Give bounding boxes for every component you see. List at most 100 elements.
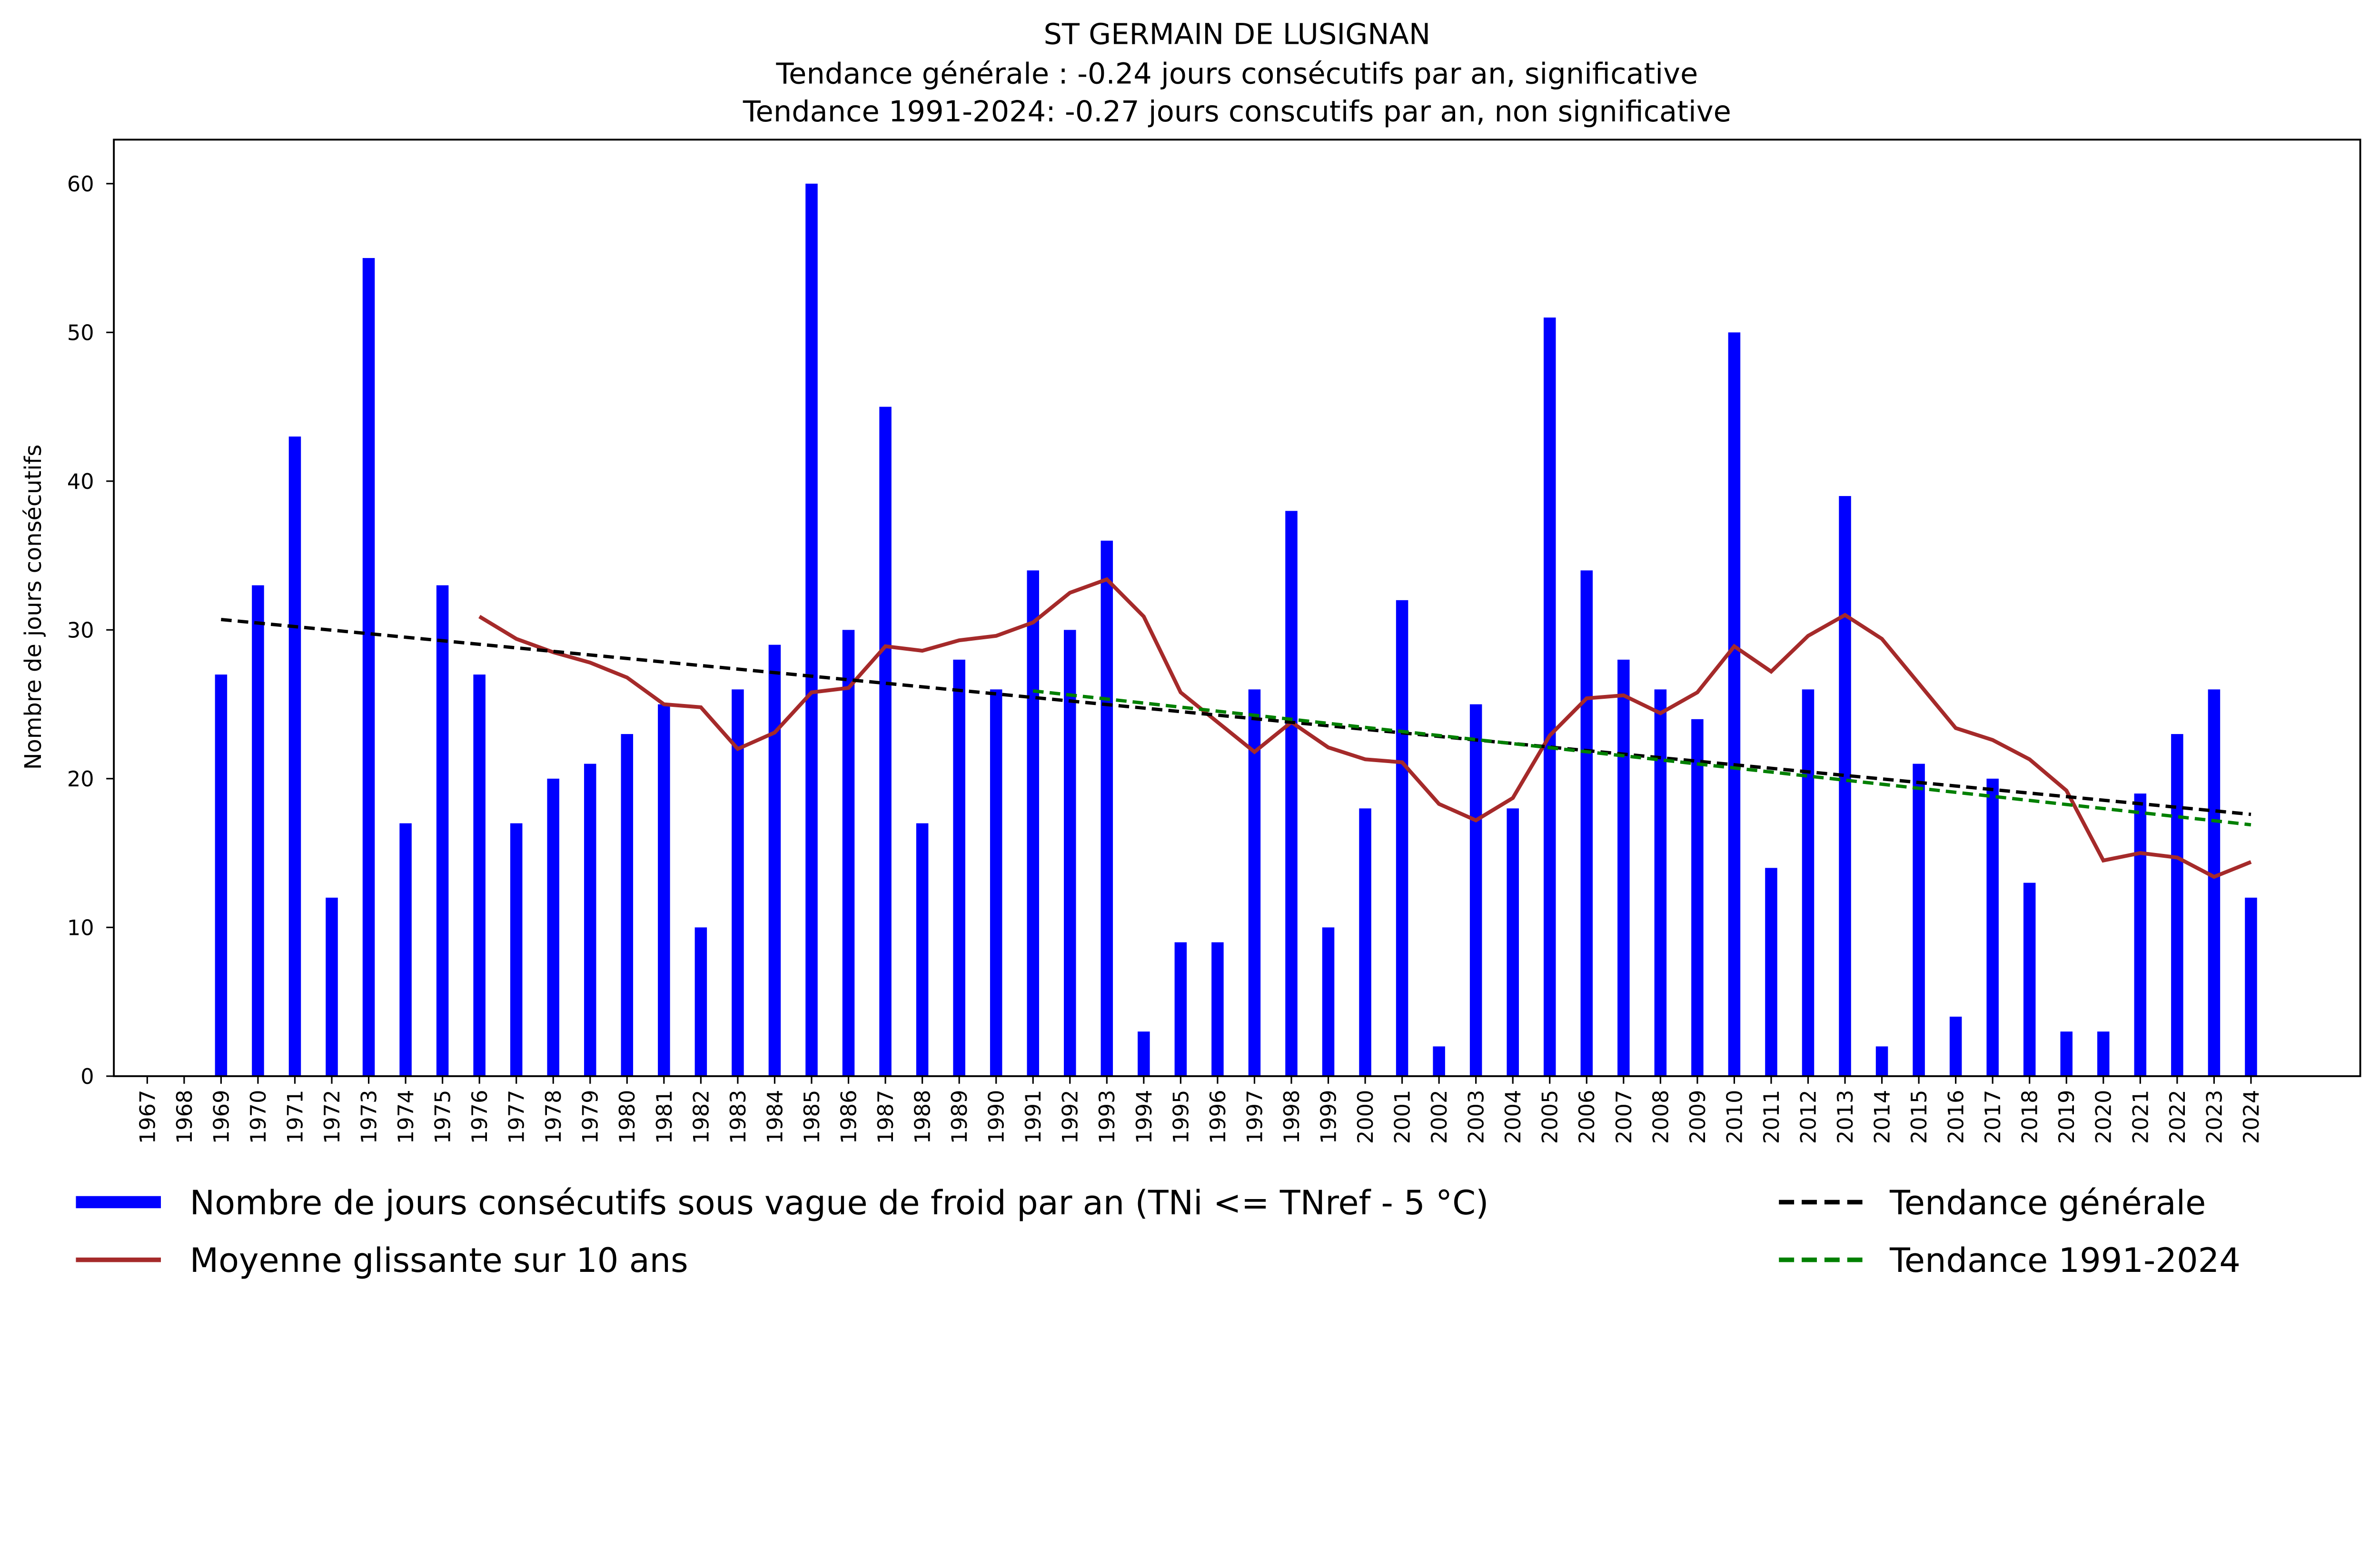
x-tick-label-1975: 1975 bbox=[431, 1090, 456, 1144]
y-axis: 0 10 20 30 40 50 60 bbox=[67, 172, 114, 1089]
plot-frame bbox=[113, 139, 2361, 1077]
bar-2007 bbox=[1617, 659, 1630, 1076]
x-tick-label-1967: 1967 bbox=[135, 1090, 160, 1144]
bar-1981 bbox=[658, 704, 670, 1076]
y-tick-label-20: 20 bbox=[67, 767, 94, 792]
x-tick-label-1999: 1999 bbox=[1316, 1090, 1341, 1144]
x-tick-label-1983: 1983 bbox=[726, 1090, 751, 1144]
x-tick-label-2011: 2011 bbox=[1759, 1090, 1784, 1144]
bar-2006 bbox=[1580, 570, 1593, 1076]
x-tick-label-2007: 2007 bbox=[1612, 1090, 1636, 1144]
x-tick-label-1968: 1968 bbox=[172, 1090, 197, 1144]
x-tick-label-1998: 1998 bbox=[1279, 1090, 1304, 1144]
x-tick-label-1977: 1977 bbox=[505, 1090, 529, 1144]
legend-label-trend-1991: Tendance 1991-2024 bbox=[1889, 1241, 2241, 1280]
chart: ST GERMAIN DE LUSIGNAN Tendance générale… bbox=[0, 0, 2380, 1318]
bar-1999 bbox=[1322, 927, 1335, 1076]
bar-1979 bbox=[584, 764, 596, 1076]
bar-2019 bbox=[2060, 1031, 2073, 1076]
y-tick-label-10: 10 bbox=[67, 915, 94, 940]
bar-2011 bbox=[1765, 868, 1777, 1076]
bar-1998 bbox=[1285, 511, 1298, 1076]
y-tick-label-40: 40 bbox=[67, 469, 94, 494]
y-tick-label-50: 50 bbox=[67, 320, 94, 345]
bar-1980 bbox=[621, 734, 634, 1076]
x-tick-label-2014: 2014 bbox=[1870, 1090, 1895, 1144]
bar-2004 bbox=[1507, 808, 1519, 1076]
x-tick-label-1974: 1974 bbox=[394, 1090, 418, 1144]
bar-1982 bbox=[694, 927, 707, 1076]
bar-1990 bbox=[990, 689, 1002, 1076]
chart-subtitle-2: Tendance 1991-2024: -0.27 jours conscuti… bbox=[743, 95, 1731, 129]
bar-2003 bbox=[1469, 704, 1482, 1076]
background bbox=[0, 0, 2380, 1318]
bar-1989 bbox=[953, 659, 965, 1076]
bar-1991 bbox=[1027, 570, 1039, 1076]
bar-2024 bbox=[2245, 897, 2257, 1076]
x-tick-label-2006: 2006 bbox=[1575, 1090, 1599, 1144]
lines bbox=[221, 577, 2252, 879]
bar-2005 bbox=[1543, 317, 1556, 1076]
bar-1972 bbox=[326, 897, 338, 1076]
bar-1996 bbox=[1211, 942, 1224, 1076]
x-tick-label-1997: 1997 bbox=[1242, 1090, 1267, 1144]
legend-label-bars: Nombre de jours consécutifs sous vague d… bbox=[190, 1183, 1489, 1222]
bar-1970 bbox=[252, 585, 264, 1076]
bar-1988 bbox=[916, 823, 929, 1076]
bar-2001 bbox=[1396, 600, 1408, 1076]
x-tick-label-2002: 2002 bbox=[1427, 1090, 1452, 1144]
bar-2015 bbox=[1913, 764, 1925, 1076]
x-tick-label-1979: 1979 bbox=[578, 1090, 603, 1144]
bar-1973 bbox=[362, 258, 375, 1076]
legend-label-moving-average: Moyenne glissante sur 10 ans bbox=[190, 1241, 688, 1280]
bar-1987 bbox=[879, 407, 892, 1076]
x-tick-label-1978: 1978 bbox=[541, 1090, 566, 1144]
chart-subtitle-1: Tendance générale : -0.24 jours consécut… bbox=[775, 57, 1698, 90]
x-tick-label-1973: 1973 bbox=[357, 1090, 381, 1144]
x-tick-label-2021: 2021 bbox=[2128, 1090, 2153, 1144]
x-tick-label-2013: 2013 bbox=[1833, 1090, 1858, 1144]
x-tick-label-1995: 1995 bbox=[1169, 1090, 1193, 1144]
x-tick-label-2017: 2017 bbox=[1981, 1090, 2005, 1144]
x-tick-label-2010: 2010 bbox=[1722, 1090, 1747, 1144]
y-tick-label-0: 0 bbox=[80, 1064, 94, 1089]
x-tick-label-2020: 2020 bbox=[2092, 1090, 2116, 1144]
x-tick-label-1971: 1971 bbox=[283, 1090, 307, 1144]
x-tick-label-1970: 1970 bbox=[246, 1090, 271, 1144]
x-tick-label-2009: 2009 bbox=[1686, 1090, 1710, 1144]
x-tick-label-1986: 1986 bbox=[836, 1090, 861, 1144]
bar-2013 bbox=[1839, 496, 1851, 1076]
bar-2012 bbox=[1802, 689, 1815, 1076]
x-tick-label-1976: 1976 bbox=[467, 1090, 492, 1144]
x-tick-label-1984: 1984 bbox=[763, 1090, 787, 1144]
bar-1969 bbox=[215, 674, 228, 1076]
y-tick-label-60: 60 bbox=[67, 172, 94, 197]
x-tick-label-1969: 1969 bbox=[209, 1090, 234, 1144]
x-tick-label-2000: 2000 bbox=[1353, 1090, 1378, 1144]
bar-1976 bbox=[473, 674, 486, 1076]
x-tick-label-2024: 2024 bbox=[2239, 1090, 2264, 1144]
trend-general-line bbox=[221, 617, 2251, 816]
bar-2016 bbox=[1949, 1016, 1962, 1076]
legend-label-trend-general: Tendance générale bbox=[1889, 1183, 2206, 1222]
x-tick-label-1992: 1992 bbox=[1058, 1090, 1083, 1144]
bar-1986 bbox=[842, 630, 855, 1076]
bar-1983 bbox=[732, 689, 744, 1076]
bar-2023 bbox=[2208, 689, 2221, 1076]
chart-title: ST GERMAIN DE LUSIGNAN bbox=[1043, 18, 1430, 51]
bar-2009 bbox=[1691, 719, 1704, 1076]
bar-2021 bbox=[2134, 793, 2147, 1076]
legend: Nombre de jours consécutifs sous vague d… bbox=[76, 1183, 2241, 1280]
bar-2020 bbox=[2097, 1031, 2110, 1076]
x-tick-label-2023: 2023 bbox=[2202, 1090, 2227, 1144]
bar-1995 bbox=[1174, 942, 1187, 1076]
x-tick-label-2018: 2018 bbox=[2018, 1090, 2043, 1144]
x-tick-label-2005: 2005 bbox=[1538, 1090, 1563, 1144]
bar-2002 bbox=[1433, 1046, 1445, 1076]
bar-1994 bbox=[1138, 1031, 1150, 1076]
bar-1971 bbox=[288, 436, 301, 1076]
x-tick-label-2015: 2015 bbox=[1907, 1090, 1932, 1144]
bar-2018 bbox=[2023, 883, 2036, 1076]
x-tick-label-1981: 1981 bbox=[652, 1090, 677, 1144]
bar-1984 bbox=[768, 645, 781, 1076]
